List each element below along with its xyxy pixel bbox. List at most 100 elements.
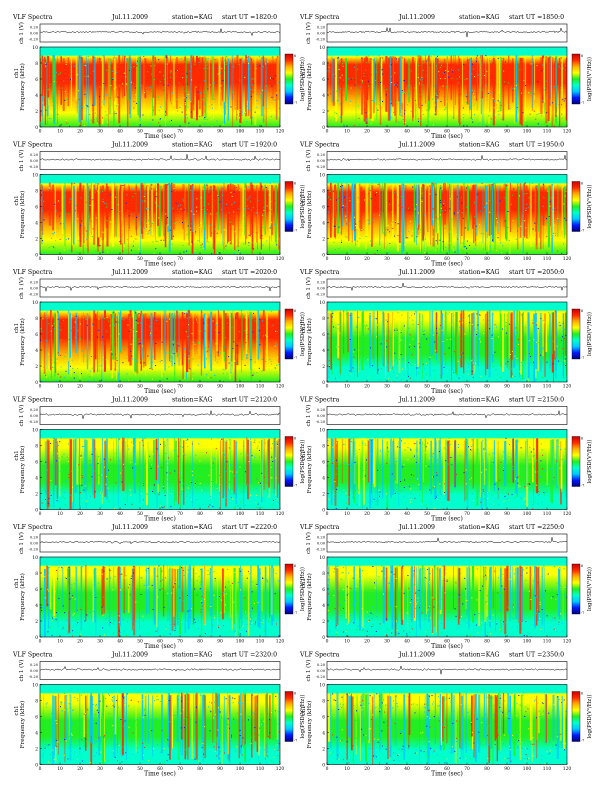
panel-start-time: start UT =2250:0 (509, 524, 564, 531)
panel-start-time: start UT =1950:0 (509, 142, 564, 149)
y-tick-label: 8 (322, 699, 325, 704)
panel-station: station=KAG (172, 142, 213, 149)
y-tick-label: 10 (32, 556, 38, 561)
y-axis-label: Frequency (kHz) (306, 63, 313, 111)
x-tick-label: 50 (137, 640, 143, 645)
x-tick-label: 80 (197, 130, 203, 135)
trace-tick-label: -0.20 (29, 165, 39, 169)
x-tick-label: 80 (484, 257, 490, 262)
trace-tick-label: 0.20 (30, 536, 39, 540)
y-tick-label: 2 (35, 747, 38, 752)
x-tick-label: 10 (57, 767, 63, 772)
trace-tick-label: 0.20 (317, 663, 326, 667)
y-tick-label: 2 (322, 620, 325, 625)
x-tick-label: 70 (177, 767, 183, 772)
spectrogram-image (327, 302, 568, 384)
panel-start-time: start UT =2050:0 (509, 269, 564, 276)
y-tick-label: 4 (35, 476, 38, 481)
x-tick-label: 30 (97, 767, 103, 772)
y-tick-label: 10 (32, 428, 38, 433)
panel-title: VLF Spectra (299, 652, 340, 659)
y-axis-label: Frequency (kHz) (19, 446, 26, 494)
trace-tick-label: 0.00 (317, 669, 326, 673)
x-tick-label: 100 (523, 767, 532, 772)
x-tick-label: 70 (464, 512, 470, 517)
panel-title: VLF Spectra (299, 269, 340, 276)
colorbar-tick-label: -7 (294, 739, 297, 743)
panel-start-time: start UT =1850:0 (509, 14, 564, 21)
x-tick-label: 40 (404, 640, 410, 645)
x-axis-label: Time (sec) (144, 261, 176, 268)
panel-title: VLF Spectra (299, 524, 340, 531)
y-tick-label: 10 (319, 46, 325, 51)
x-tick-label: 50 (137, 130, 143, 135)
x-tick-label: 0 (326, 512, 329, 517)
colorbar-tick-label: -7 (581, 101, 584, 105)
spectrogram-image (40, 302, 281, 383)
x-tick-label: 10 (344, 767, 350, 772)
y-tick-label: 6 (35, 715, 38, 720)
x-tick-label: 40 (404, 257, 410, 262)
trace-frame (327, 407, 567, 425)
trace-axis-label: ch 1 (V) (18, 532, 25, 554)
y-axis-label: Frequency (kHz) (19, 63, 26, 111)
x-axis-label: Time (sec) (144, 516, 176, 523)
trace-tick-label: -0.20 (29, 548, 39, 552)
x-tick-label: 50 (424, 385, 430, 390)
x-tick-label: 20 (77, 385, 83, 390)
x-tick-label: 40 (404, 385, 410, 390)
colorbar (285, 309, 293, 359)
x-tick-label: 30 (384, 130, 390, 135)
trace-tick-label: -0.20 (29, 675, 39, 679)
colorbar (285, 54, 293, 104)
y-tick-label: 10 (32, 173, 38, 178)
x-tick-label: 10 (344, 130, 350, 135)
x-tick-label: 0 (326, 385, 329, 390)
y-tick-label: 8 (35, 572, 38, 577)
x-tick-label: 50 (137, 512, 143, 517)
panel-station: station=KAG (459, 142, 500, 149)
trace-tick-label: 0.00 (317, 287, 326, 291)
x-tick-label: 20 (364, 257, 370, 262)
panel-date: Jul.11.2009 (398, 14, 435, 21)
x-tick-label: 10 (57, 640, 63, 645)
trace-frame (327, 279, 567, 297)
colorbar-tick-label: -7 (581, 611, 584, 615)
x-tick-label: 30 (384, 640, 390, 645)
panel-title: VLF Spectra (12, 652, 53, 659)
y-tick-label: 10 (32, 683, 38, 688)
x-tick-label: 120 (276, 130, 285, 135)
y-tick-label: 8 (322, 189, 325, 194)
x-tick-label: 20 (77, 257, 83, 262)
y-tick-label: 8 (322, 62, 325, 67)
panel-title: VLF Spectra (12, 397, 53, 404)
x-tick-label: 90 (217, 130, 223, 135)
y-tick-label: 10 (319, 556, 325, 561)
trace-tick-label: 0.20 (30, 153, 39, 157)
trace-axis-label: ch 1 (V) (305, 277, 312, 299)
trace-tick-label: 0.20 (317, 408, 326, 412)
x-tick-label: 110 (543, 385, 552, 390)
x-tick-label: 30 (97, 512, 103, 517)
x-tick-label: 80 (484, 512, 490, 517)
spectrogram-image (327, 47, 568, 128)
y-tick-label: 4 (322, 349, 325, 354)
y-tick-label: 10 (319, 301, 325, 306)
trace-axis-label: ch 1 (V) (305, 405, 312, 427)
x-tick-label: 70 (464, 257, 470, 262)
x-tick-label: 90 (217, 512, 223, 517)
x-axis-label: Time (sec) (144, 388, 176, 395)
panel-start-time: start UT =1820:0 (222, 14, 277, 21)
panel-start-time: start UT =2320:0 (222, 652, 277, 659)
y-axis-label: Frequency (kHz) (306, 446, 313, 494)
x-tick-label: 110 (256, 257, 265, 262)
x-tick-label: 40 (117, 385, 123, 390)
x-tick-label: 110 (256, 767, 265, 772)
colorbar (285, 692, 293, 742)
x-tick-label: 0 (326, 640, 329, 645)
x-tick-label: 10 (57, 130, 63, 135)
colorbar (285, 437, 293, 487)
colorbar (285, 564, 293, 614)
